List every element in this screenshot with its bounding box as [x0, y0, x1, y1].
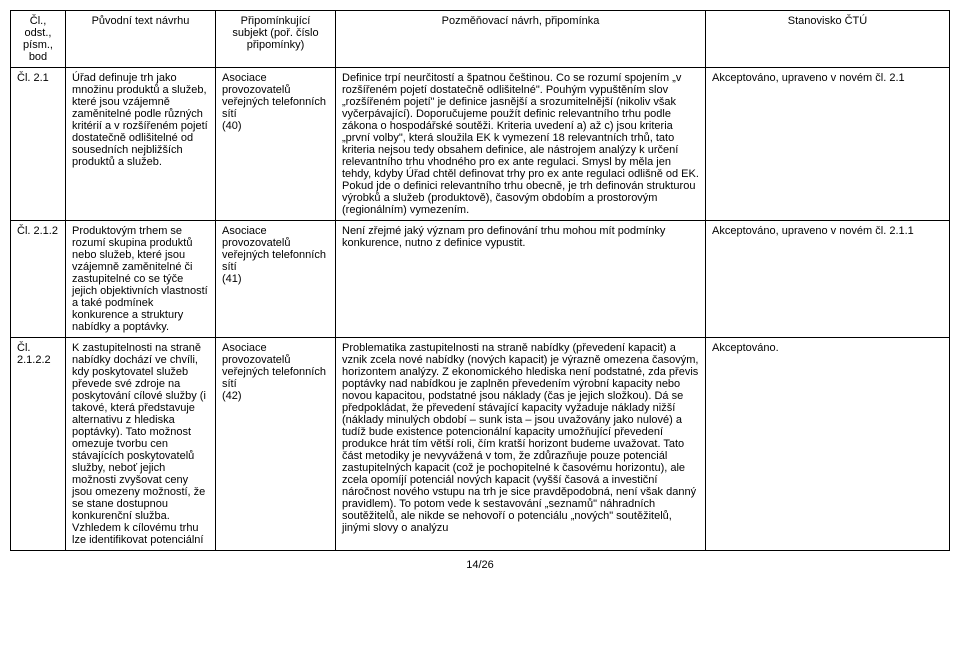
header-subj: Připomínkující subjekt (poř. číslo připo…	[216, 11, 336, 68]
cell-pos: Akceptováno.	[706, 338, 950, 551]
cell-orig: Produktovým trhem se rozumí skupina prod…	[66, 221, 216, 338]
cell-ref: Čl. 2.1.2.2	[11, 338, 66, 551]
cell-ref: Čl. 2.1.2	[11, 221, 66, 338]
header-pos: Stanovisko ČTÚ	[706, 11, 950, 68]
cell-comment: Problematika zastupitelnosti na straně n…	[336, 338, 706, 551]
cell-subj: Asociace provozovatelů veřejných telefon…	[216, 68, 336, 221]
header-comment: Pozměňovací návrh, připomínka	[336, 11, 706, 68]
table-row: Čl. 2.1 Úřad definuje trh jako množinu p…	[11, 68, 950, 221]
cell-subj: Asociace provozovatelů veřejných telefon…	[216, 338, 336, 551]
cell-comment: Není zřejmé jaký význam pro definování t…	[336, 221, 706, 338]
cell-ref: Čl. 2.1	[11, 68, 66, 221]
cell-pos: Akceptováno, upraveno v novém čl. 2.1.1	[706, 221, 950, 338]
comments-table: Čl., odst., písm., bod Původní text návr…	[10, 10, 950, 551]
table-row: Čl. 2.1.2 Produktovým trhem se rozumí sk…	[11, 221, 950, 338]
cell-subj: Asociace provozovatelů veřejných telefon…	[216, 221, 336, 338]
table-header-row: Čl., odst., písm., bod Původní text návr…	[11, 11, 950, 68]
header-orig: Původní text návrhu	[66, 11, 216, 68]
cell-orig: K zastupitelnosti na straně nabídky doch…	[66, 338, 216, 551]
table-row: Čl. 2.1.2.2 K zastupitelnosti na straně …	[11, 338, 950, 551]
cell-orig: Úřad definuje trh jako množinu produktů …	[66, 68, 216, 221]
cell-comment: Definice trpí neurčitostí a špatnou češt…	[336, 68, 706, 221]
header-ref: Čl., odst., písm., bod	[11, 11, 66, 68]
page-number: 14/26	[10, 559, 950, 571]
cell-pos: Akceptováno, upraveno v novém čl. 2.1	[706, 68, 950, 221]
